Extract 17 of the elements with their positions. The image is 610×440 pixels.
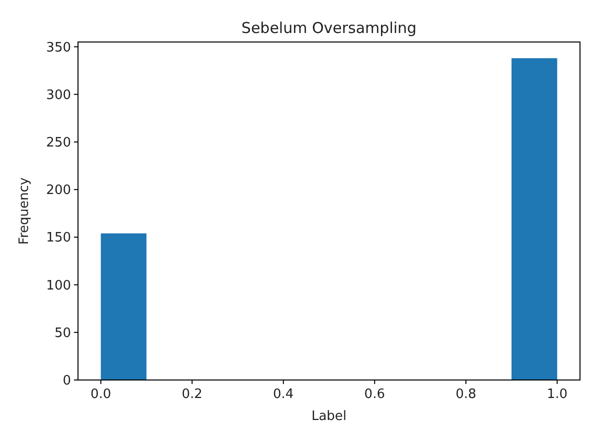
x-tick-label: 1.0 — [546, 387, 568, 402]
y-axis-title: Frequency — [17, 177, 32, 245]
y-tick-label: 200 — [46, 183, 71, 198]
x-tick-label: 0.4 — [273, 387, 294, 402]
y-tick-label: 300 — [46, 88, 71, 103]
y-tick-label: 0 — [62, 374, 71, 389]
y-tick-label: 150 — [46, 230, 71, 246]
y-tick-label: 50 — [54, 326, 71, 341]
y-tick-label: 250 — [46, 136, 71, 151]
y-tick-label: 350 — [46, 40, 71, 56]
chart-title: Sebelum Oversampling — [241, 19, 417, 37]
x-tick-label: 0.6 — [364, 387, 385, 402]
y-tick-label: 100 — [46, 278, 71, 294]
x-tick-label: 0.0 — [90, 387, 112, 402]
x-tick-label: 0.8 — [456, 387, 476, 402]
x-tick-label: 0.2 — [182, 387, 202, 402]
x-axis-title: Label — [311, 409, 347, 424]
